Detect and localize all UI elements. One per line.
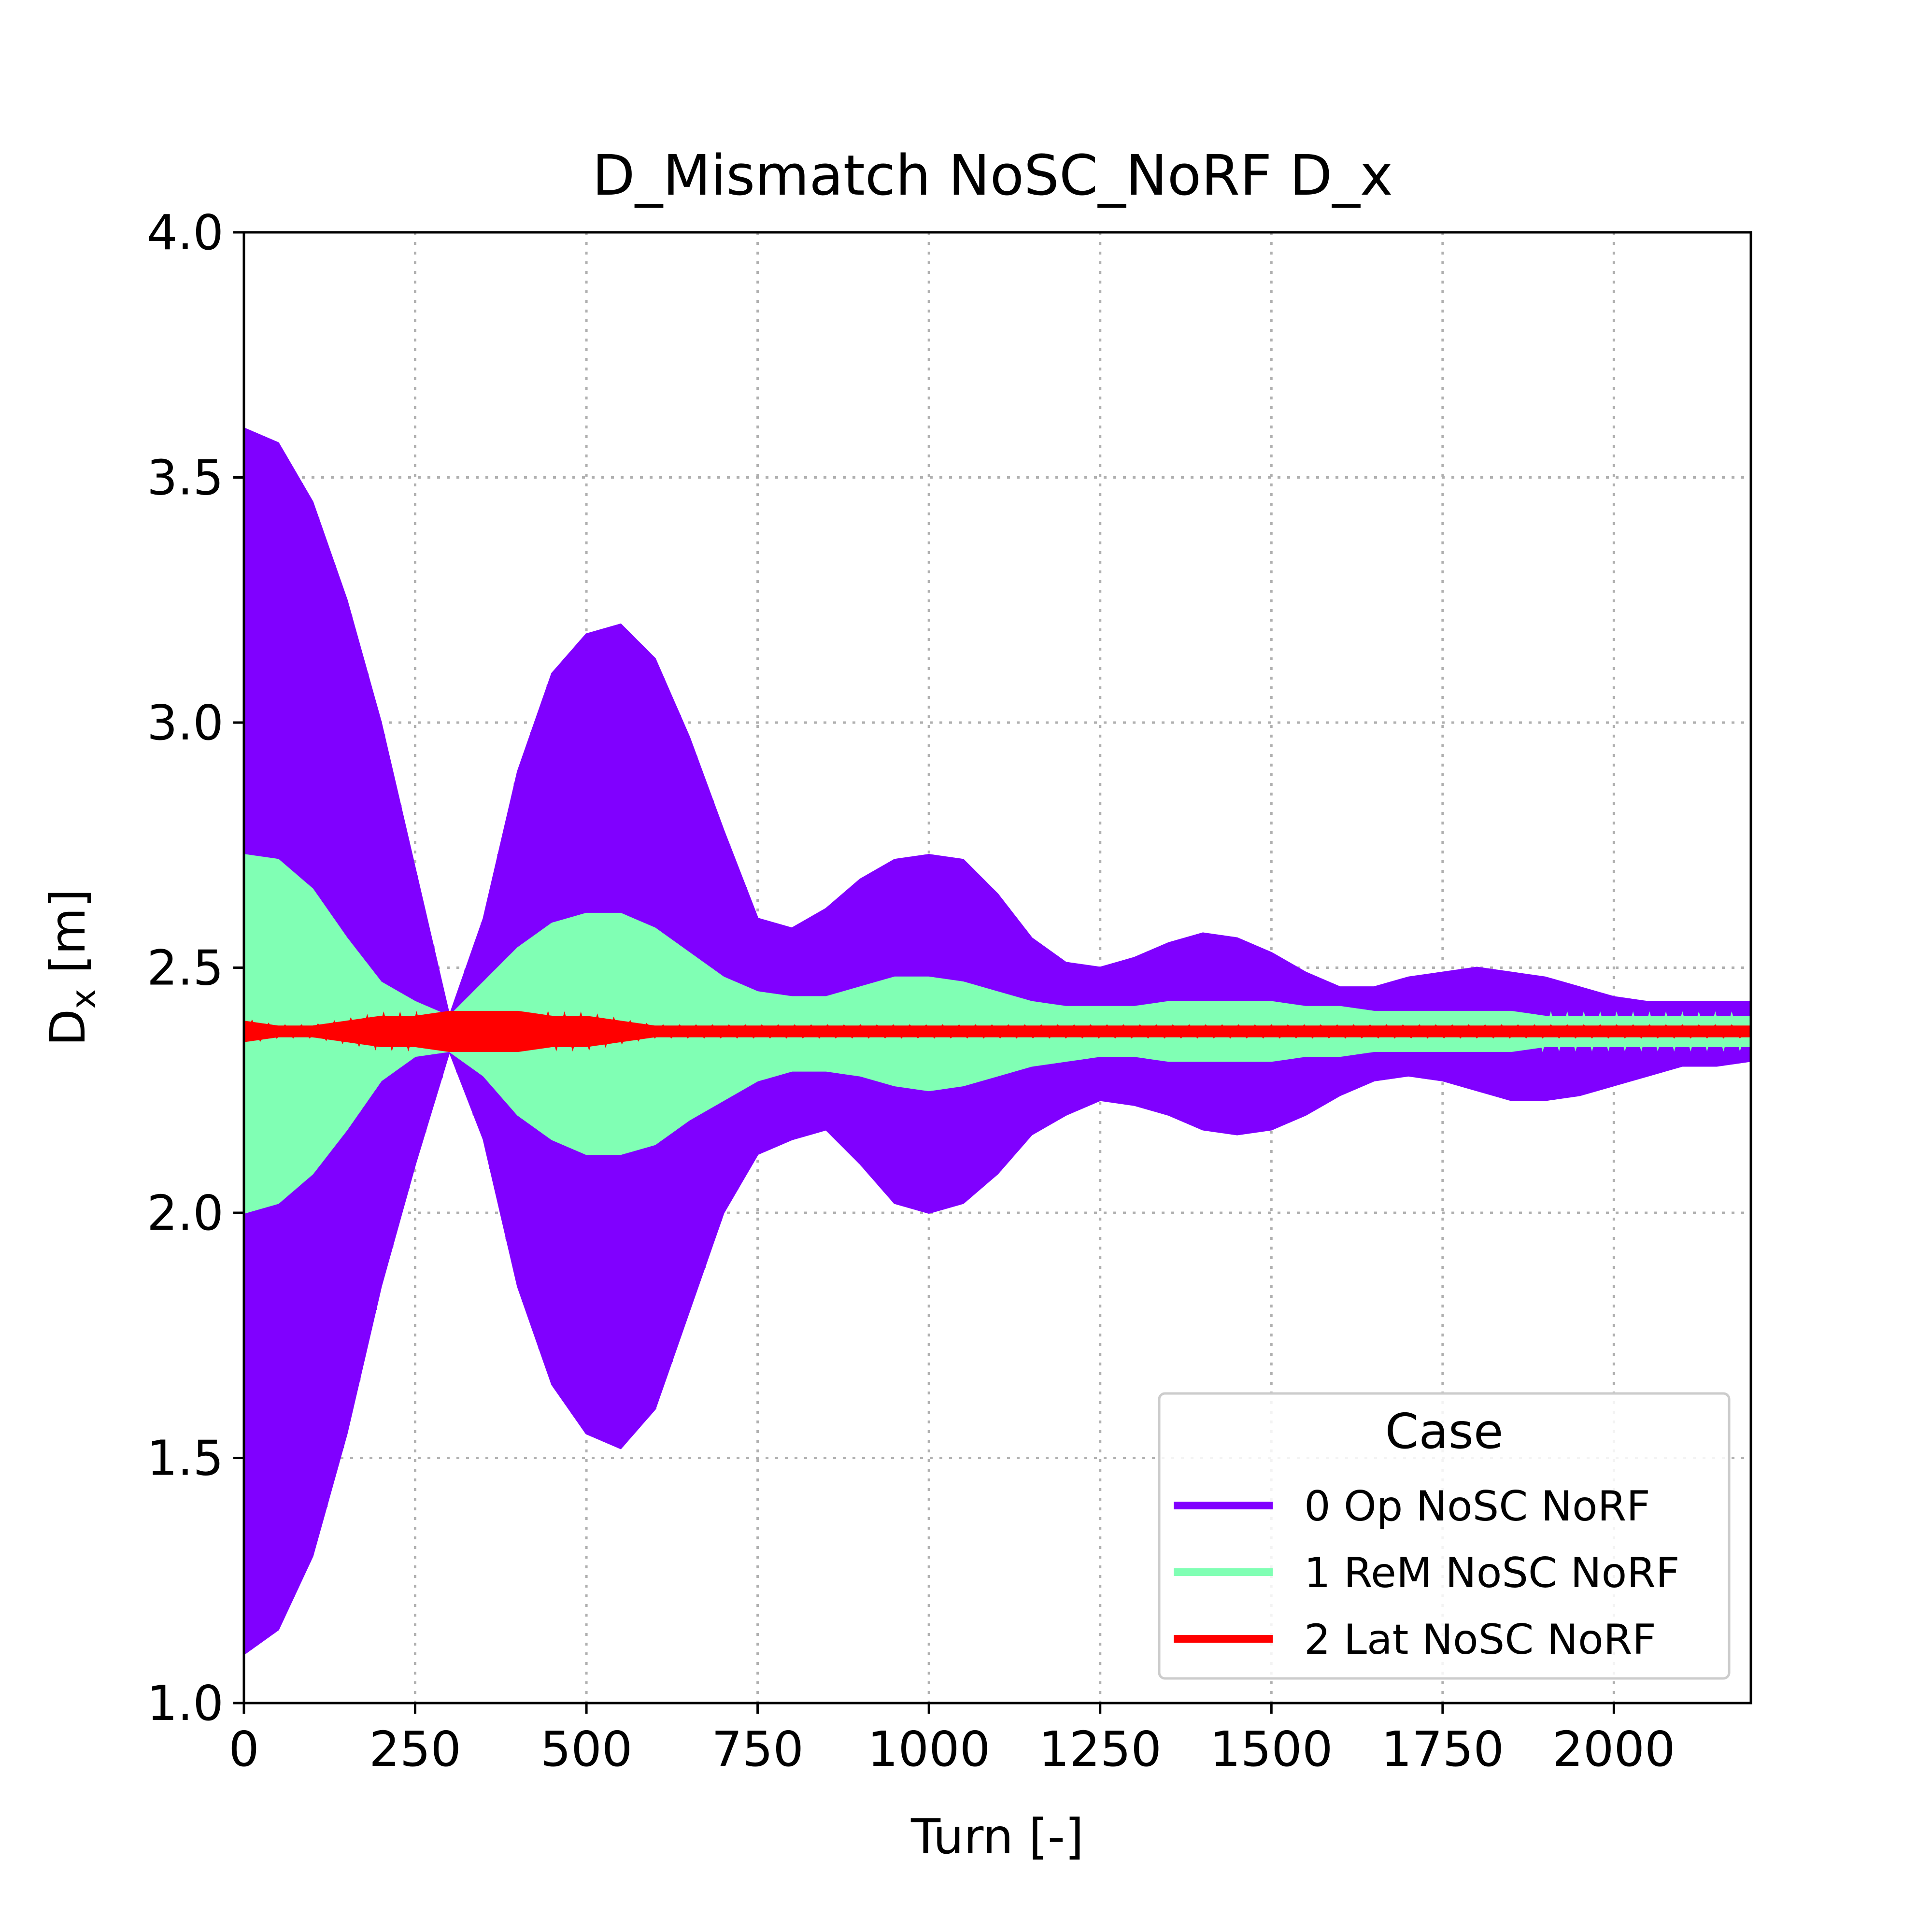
legend-item: 2 Lat NoSC NoRF	[1174, 1616, 1656, 1664]
series-layer	[244, 427, 1751, 1655]
legend-frame	[1158, 1392, 1731, 1680]
y-axis-label-main: D	[40, 1009, 96, 1046]
y-axis-label-unit: [m]	[40, 889, 96, 989]
y-tick-label: 3.5	[147, 450, 224, 506]
legend-label: 0 Op NoSC NoRF	[1304, 1482, 1650, 1531]
y-tick-label: 2.5	[147, 940, 224, 996]
legend-item: 1 ReM NoSC NoRF	[1174, 1549, 1680, 1597]
legend: Case 0 Op NoSC NoRF 1 ReM NoSC NoRF 2 La…	[1158, 1392, 1731, 1680]
x-axis-label: Turn [-]	[910, 1808, 1084, 1865]
y-tick-label: 1.0	[147, 1675, 224, 1732]
y-tick-label: 2.0	[147, 1185, 224, 1241]
x-tick-label: 500	[540, 1721, 633, 1777]
series-line	[244, 1010, 1749, 1052]
y-tick-label: 4.0	[147, 204, 224, 261]
x-tick-label: 1000	[867, 1721, 991, 1777]
x-tick-label: 0	[228, 1721, 259, 1777]
x-tick-label: 1500	[1210, 1721, 1333, 1777]
y-axis-label-subscript: x	[64, 989, 103, 1009]
chart-title: D_Mismatch NoSC_NoRF D_x	[592, 143, 1393, 208]
legend-title: Case	[1385, 1403, 1504, 1460]
y-tick-label: 3.0	[147, 695, 224, 751]
legend-label: 1 ReM NoSC NoRF	[1304, 1549, 1680, 1597]
legend-item: 0 Op NoSC NoRF	[1174, 1482, 1650, 1531]
x-tick-label: 750	[711, 1721, 804, 1777]
y-axis-label: Dx [m]	[40, 889, 103, 1046]
y-tick-label: 1.5	[147, 1430, 224, 1487]
y-axis: 1.0 1.5 2.0 2.5 3.0 3.5 4.0	[147, 204, 244, 1732]
x-tick-label: 1750	[1381, 1721, 1505, 1777]
x-axis: 0 250 500 750 1000 1250 1500 1750 2000	[228, 1703, 1676, 1777]
legend-label: 2 Lat NoSC NoRF	[1304, 1616, 1656, 1664]
x-tick-label: 250	[369, 1721, 461, 1777]
x-tick-label: 2000	[1552, 1721, 1676, 1777]
x-tick-label: 1250	[1038, 1721, 1162, 1777]
